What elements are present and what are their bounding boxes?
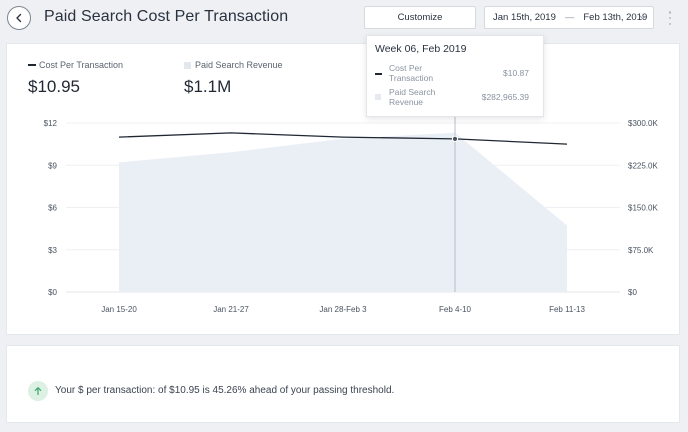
chart-tooltip: Week 06, Feb 2019 Cost Per Transaction $… [366,35,544,117]
legend-label: Cost Per Transaction [39,60,124,70]
chart: $0 $3 $6 $9 $12 $0 $75.0K $150.0K $225.0K $300.0K… [44,117,658,314]
dot-icon [668,22,672,25]
legend-cost-per-transaction: Cost Per Transaction [28,60,123,70]
date-start: Jan 15th, 2019 [493,12,556,23]
top-bar: Paid Search Cost Per Transaction Customi… [0,0,688,36]
date-range-picker[interactable]: Jan 15th, 2019 — Feb 13th, 2019 [484,6,654,29]
left-axis-tick-label: $6 [48,204,57,213]
tooltip-area-swatch [375,94,381,100]
right-axis-tick-label: $300.0K [628,119,658,128]
tooltip-line-swatch [375,73,382,75]
highlight-point [451,135,459,142]
status-badge [28,381,48,401]
right-axis-tick-label: $0 [628,288,637,297]
page-title: Paid Search Cost Per Transaction [44,8,289,25]
cost-per-transaction-value: $10.95 [28,77,80,96]
back-button[interactable] [7,6,31,30]
customize-button[interactable]: Customize [364,6,476,29]
tooltip-revenue-label: Paid Search Revenue [389,87,436,107]
arrow-up-icon [34,387,42,396]
x-axis-tick-label: Feb 11-13 [549,305,585,314]
left-axis-tick-label: $0 [48,288,57,297]
left-axis-tick-label: $12 [44,119,58,128]
right-axis-tick-label: $150.0K [628,204,658,213]
revenue-area [119,132,567,292]
tooltip-cpt-value: $10.87 [503,68,529,78]
left-axis-tick-label: $3 [48,246,57,255]
x-axis-tick-label: Jan 15-20 [101,305,137,314]
date-separator: — [564,12,575,23]
dot-icon [668,16,672,20]
tooltip-revenue-value: $282,965.39 [481,92,529,102]
right-axis-tick-label: $75.0K [628,246,654,255]
x-axis-tick-label: Jan 28-Feb 3 [319,305,367,314]
left-axis-tick-label: $9 [48,161,57,170]
threshold-info-card [7,346,679,422]
tooltip-cpt-label: Cost Per Transaction [389,63,434,83]
line-swatch [28,64,36,66]
x-axis-tick-label: Feb 4-10 [439,305,472,314]
date-end: Feb 13th, 2019 [583,12,648,23]
right-axis-tick-label: $225.0K [628,161,658,170]
legend-paid-search-revenue: Paid Search Revenue [184,60,283,70]
threshold-message: Your $ per transaction: of $10.95 is 45.… [55,385,395,396]
dot-icon [668,11,672,14]
legend-label: Paid Search Revenue [195,60,283,70]
chevron-left-icon [16,13,22,23]
tooltip-title: Week 06, Feb 2019 [375,43,467,55]
x-axis-tick-label: Jan 21-27 [213,305,249,314]
cost-per-transaction-line [118,132,568,145]
more-options-button[interactable] [664,9,676,27]
chevron-down-icon [639,15,646,20]
paid-search-revenue-value: $1.1M [184,77,232,96]
area-swatch [184,61,191,69]
